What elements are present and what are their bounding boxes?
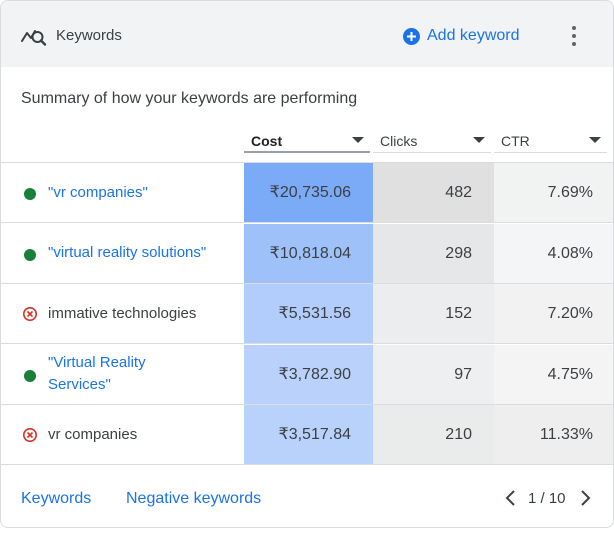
keyword-text: immative technologies	[48, 304, 197, 322]
keyword-text[interactable]: "Virtual Reality Services"	[48, 354, 146, 393]
table-row: "vr companies" ₹20,735.06 482 7.69%	[1, 163, 613, 223]
ctr-cell: 11.33%	[494, 405, 613, 464]
keyword-cell: "Virtual Reality Services"	[1, 345, 244, 404]
plus-circle-icon	[403, 27, 420, 45]
keyword-cell: "virtual reality solutions"	[1, 224, 244, 283]
clicks-cell: 97	[373, 344, 494, 404]
keyword-cell: immative technologies	[1, 284, 244, 343]
add-keyword-button[interactable]: Add keyword	[403, 23, 520, 49]
clicks-cell: 210	[373, 405, 494, 464]
add-keyword-label: Add keyword	[427, 27, 520, 44]
table-row: vr companies ₹3,517.84 210 11.33%	[1, 405, 613, 465]
keyword-text: vr companies	[48, 425, 138, 443]
chevron-left-icon[interactable]	[504, 488, 518, 508]
negative-keywords-link[interactable]: Negative keywords	[126, 490, 262, 507]
chevron-right-icon[interactable]	[578, 488, 592, 508]
cost-cell: ₹20,735.06	[244, 163, 373, 222]
cost-cell: ₹5,531.56	[244, 284, 373, 343]
table-divider	[1, 162, 613, 163]
cost-cell: ₹10,818.04	[244, 223, 373, 283]
summary-subtitle: Summary of how your keywords are perform…	[21, 90, 358, 107]
clicks-cell: 298	[373, 223, 494, 283]
keywords-link[interactable]: Keywords	[21, 490, 92, 507]
column-label: CTR	[501, 133, 530, 149]
sort-dropdown-icon	[473, 137, 485, 143]
ctr-cell: 7.69%	[494, 163, 613, 222]
ctr-cell: 4.08%	[494, 223, 613, 283]
column-header-cost[interactable]: Cost	[244, 129, 370, 153]
cost-cell: ₹3,517.84	[244, 405, 373, 464]
ctr-cell: 4.75%	[494, 344, 613, 404]
keyword-cell: "vr companies"	[1, 163, 244, 222]
sort-dropdown-icon	[589, 137, 601, 143]
table-row: immative technologies ₹5,531.56 152 7.20%	[1, 284, 613, 344]
clicks-cell: 152	[373, 284, 494, 343]
keyword-text[interactable]: "vr companies"	[48, 183, 148, 201]
keyword-cell: vr companies	[1, 405, 244, 464]
clicks-cell: 482	[373, 163, 494, 222]
keyword-planner-icon	[21, 30, 47, 46]
status-removed-icon	[23, 307, 37, 321]
sort-dropdown-icon	[352, 137, 364, 143]
more-options-button[interactable]	[564, 23, 584, 49]
more-vert-icon	[572, 26, 576, 30]
keyword-text[interactable]: "virtual reality solutions"	[48, 244, 207, 261]
card-title: Keywords	[56, 27, 122, 44]
more-vert-dot	[572, 42, 576, 46]
more-vert-dot	[572, 34, 576, 38]
column-label: Cost	[251, 133, 283, 149]
cost-cell: ₹3,782.90	[244, 344, 373, 404]
ctr-cell: 7.20%	[494, 284, 613, 343]
column-label: Clicks	[380, 133, 418, 149]
page-indicator: 1 / 10	[528, 490, 566, 507]
column-header-clicks[interactable]: Clicks	[373, 129, 491, 153]
column-header-ctr[interactable]: CTR	[494, 129, 607, 153]
table-row: "Virtual Reality Services" ₹3,782.90 97 4.7…	[1, 344, 613, 405]
status-removed-icon	[23, 428, 37, 442]
card-header: Keywords Add keyword	[1, 1, 613, 67]
status-enabled-icon	[24, 369, 36, 382]
status-enabled-icon	[24, 248, 36, 261]
table-row: "virtual reality solutions" ₹10,818.04 298…	[1, 223, 613, 284]
status-enabled-icon	[24, 188, 36, 200]
